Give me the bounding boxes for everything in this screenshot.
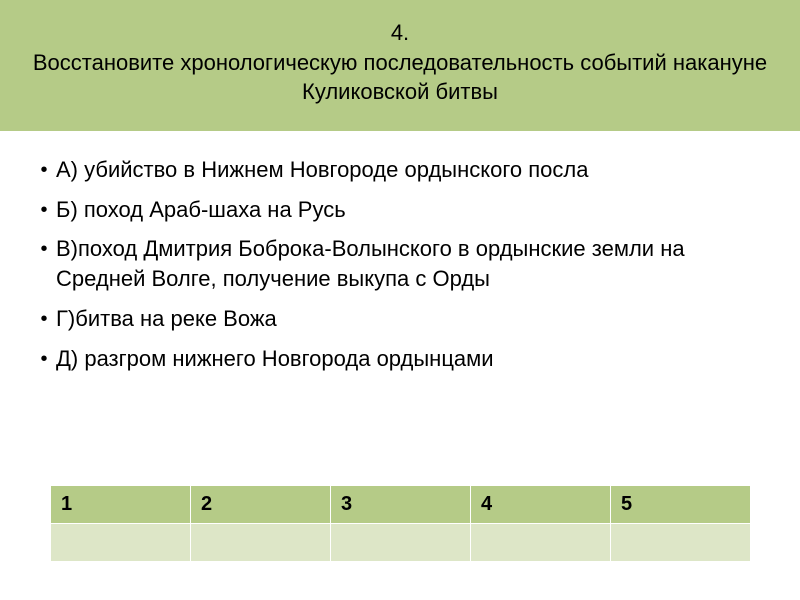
bullet-icon: • bbox=[32, 195, 56, 224]
header-cell: 1 bbox=[51, 486, 191, 524]
list-item: • Б) поход Араб-шаха на Русь bbox=[32, 195, 768, 225]
list-item: • А) убийство в Нижнем Новгороде ордынск… bbox=[32, 155, 768, 185]
option-text: Д) разгром нижнего Новгорода ордынцами bbox=[56, 344, 768, 374]
option-text: В)поход Дмитрия Боброка-Волынского в орд… bbox=[56, 234, 768, 293]
table-answer-row bbox=[51, 524, 751, 562]
header-cell: 2 bbox=[191, 486, 331, 524]
option-text: Б) поход Араб-шаха на Русь bbox=[56, 195, 768, 225]
option-text: Г)битва на реке Вожа bbox=[56, 304, 768, 334]
answer-cell[interactable] bbox=[471, 524, 611, 562]
bullet-icon: • bbox=[32, 234, 56, 263]
answer-cell[interactable] bbox=[611, 524, 751, 562]
header-cell: 3 bbox=[331, 486, 471, 524]
question-number: 4. bbox=[30, 18, 770, 48]
bullet-icon: • bbox=[32, 344, 56, 373]
answer-cell[interactable] bbox=[331, 524, 471, 562]
options-list: • А) убийство в Нижнем Новгороде ордынск… bbox=[0, 131, 800, 373]
answer-cell[interactable] bbox=[51, 524, 191, 562]
header-cell: 5 bbox=[611, 486, 751, 524]
answer-cell[interactable] bbox=[191, 524, 331, 562]
bullet-icon: • bbox=[32, 304, 56, 333]
question-text: Восстановите хронологическую последовате… bbox=[30, 48, 770, 107]
list-item: • Г)битва на реке Вожа bbox=[32, 304, 768, 334]
answer-table: 1 2 3 4 5 bbox=[50, 485, 751, 562]
header-cell: 4 bbox=[471, 486, 611, 524]
bullet-icon: • bbox=[32, 155, 56, 184]
question-header: 4. Восстановите хронологическую последов… bbox=[0, 0, 800, 131]
table-header-row: 1 2 3 4 5 bbox=[51, 486, 751, 524]
option-text: А) убийство в Нижнем Новгороде ордынског… bbox=[56, 155, 768, 185]
list-item: • Д) разгром нижнего Новгорода ордынцами bbox=[32, 344, 768, 374]
list-item: • В)поход Дмитрия Боброка-Волынского в о… bbox=[32, 234, 768, 293]
